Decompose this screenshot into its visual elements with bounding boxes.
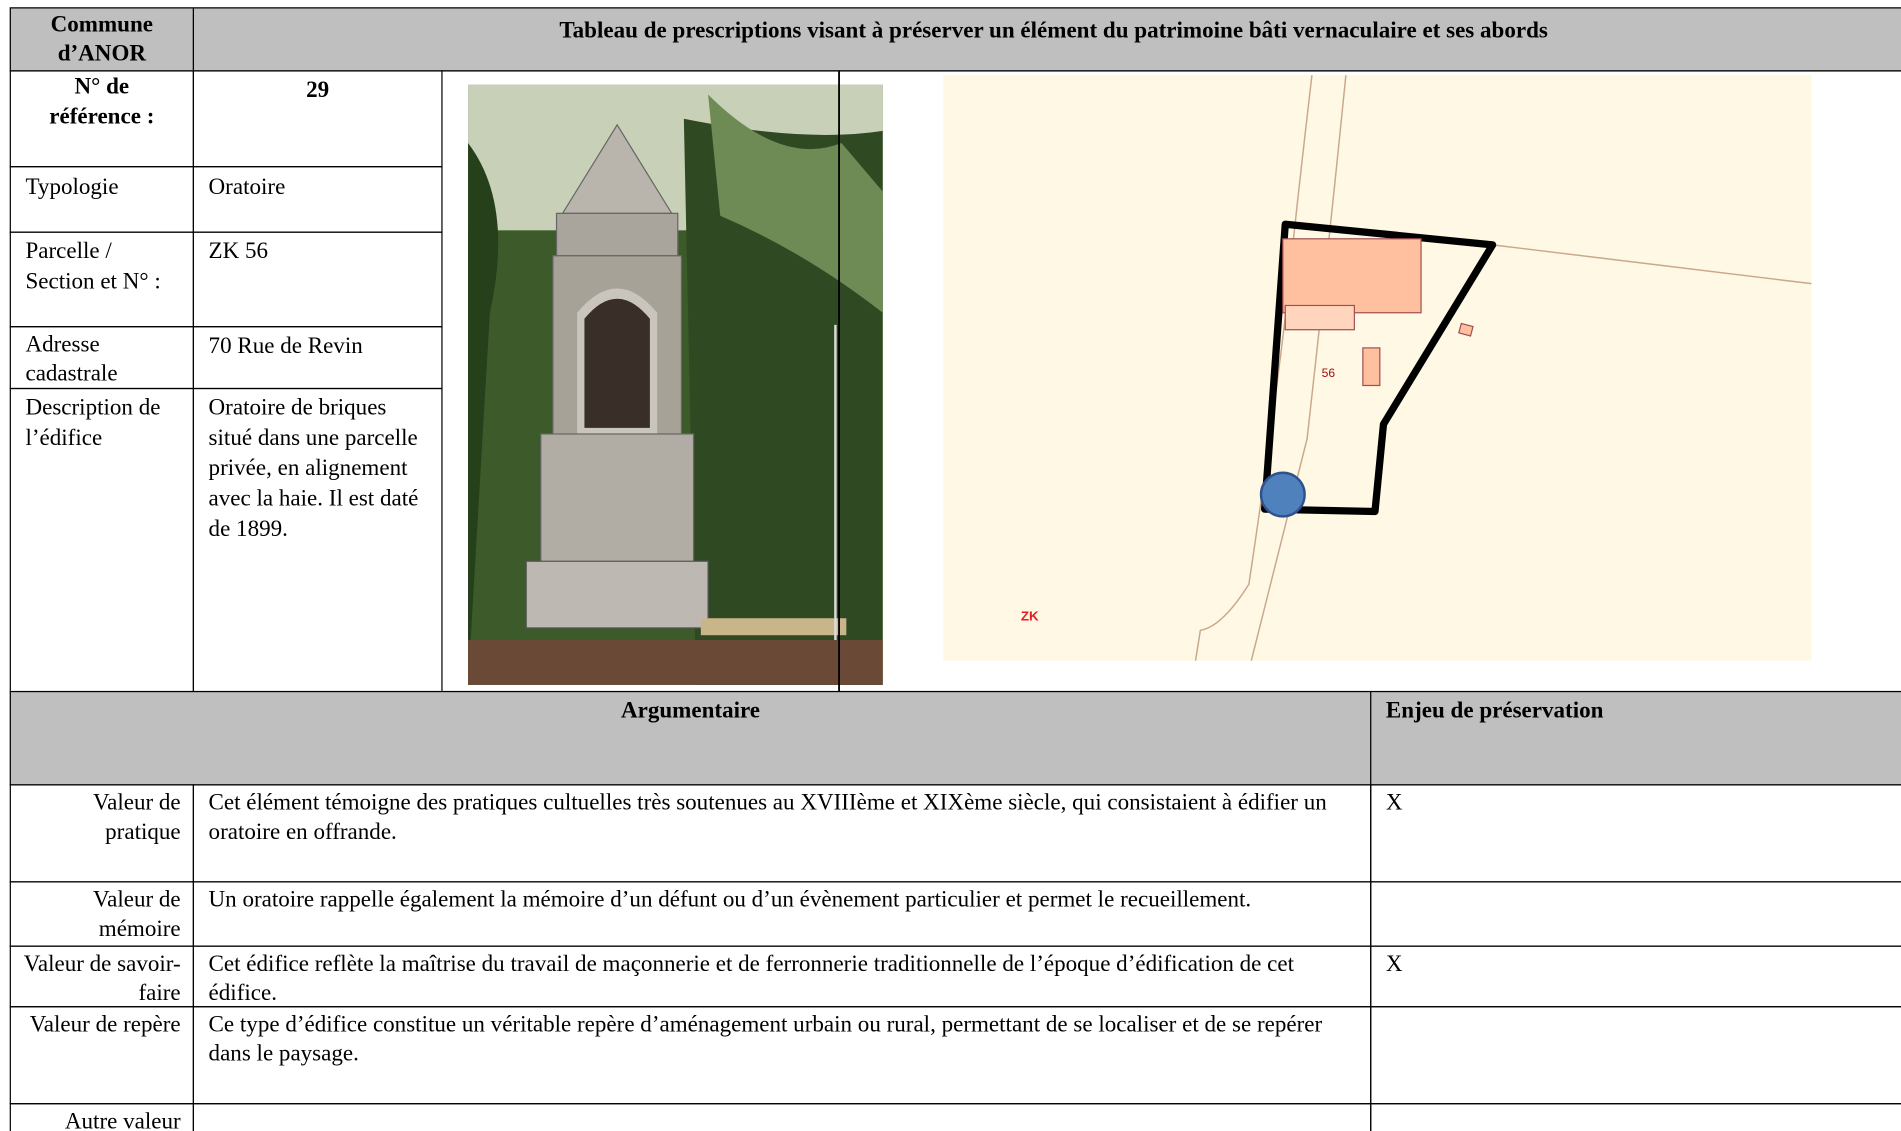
info-value: ZK 56 [192,231,443,328]
row-label: Valeur de pratique [9,784,195,883]
info-label: N° de référence : [9,70,195,168]
cadastral-map: 56 ZK [943,75,1812,661]
table-header: Argumentaire [9,690,1372,786]
info-value: Oratoire de briques situé dans une parce… [192,387,443,693]
row-stake [1370,1006,1901,1105]
title-cell: Tableau de prescriptions visant à préser… [192,7,1901,72]
info-value: 70 Rue de Revin [192,326,443,390]
info-label: Adresse cadastrale [9,326,195,390]
info-label: Typologie [9,166,195,233]
row-stake [1370,1103,1901,1131]
section-label: ZK [1021,609,1039,624]
row-text: Ce type d’édifice constitue un véritable… [192,1006,1372,1105]
row-stake [1370,881,1901,947]
row-label: Autre valeur [9,1103,195,1131]
row-label: Valeur de savoir-faire [9,945,195,1008]
row-text [192,1103,1372,1131]
row-label: Valeur de repère [9,1006,195,1105]
table-header: Enjeu de préservation [1370,690,1901,786]
parcel-label: 56 [1322,366,1336,380]
info-label: Description de l’édifice [9,387,195,693]
row-label: Valeur de mémoire [9,881,195,947]
info-value: Oratoire [192,166,443,233]
info-value: 29 [192,70,443,168]
row-text: Cet édifice reflète la maîtrise du trava… [192,945,1372,1008]
illustrations: 56 ZK [468,70,1812,693]
row-text: Cet élément témoigne des pratiques cultu… [192,784,1372,883]
row-stake: X [1370,945,1901,1008]
info-label: Parcelle / Section et N° : [9,231,195,328]
row-text: Un oratoire rappelle également la mémoir… [192,881,1372,947]
commune-cell: Commune d’ANOR [9,7,195,72]
row-stake: X [1370,784,1901,883]
photo [468,84,883,685]
